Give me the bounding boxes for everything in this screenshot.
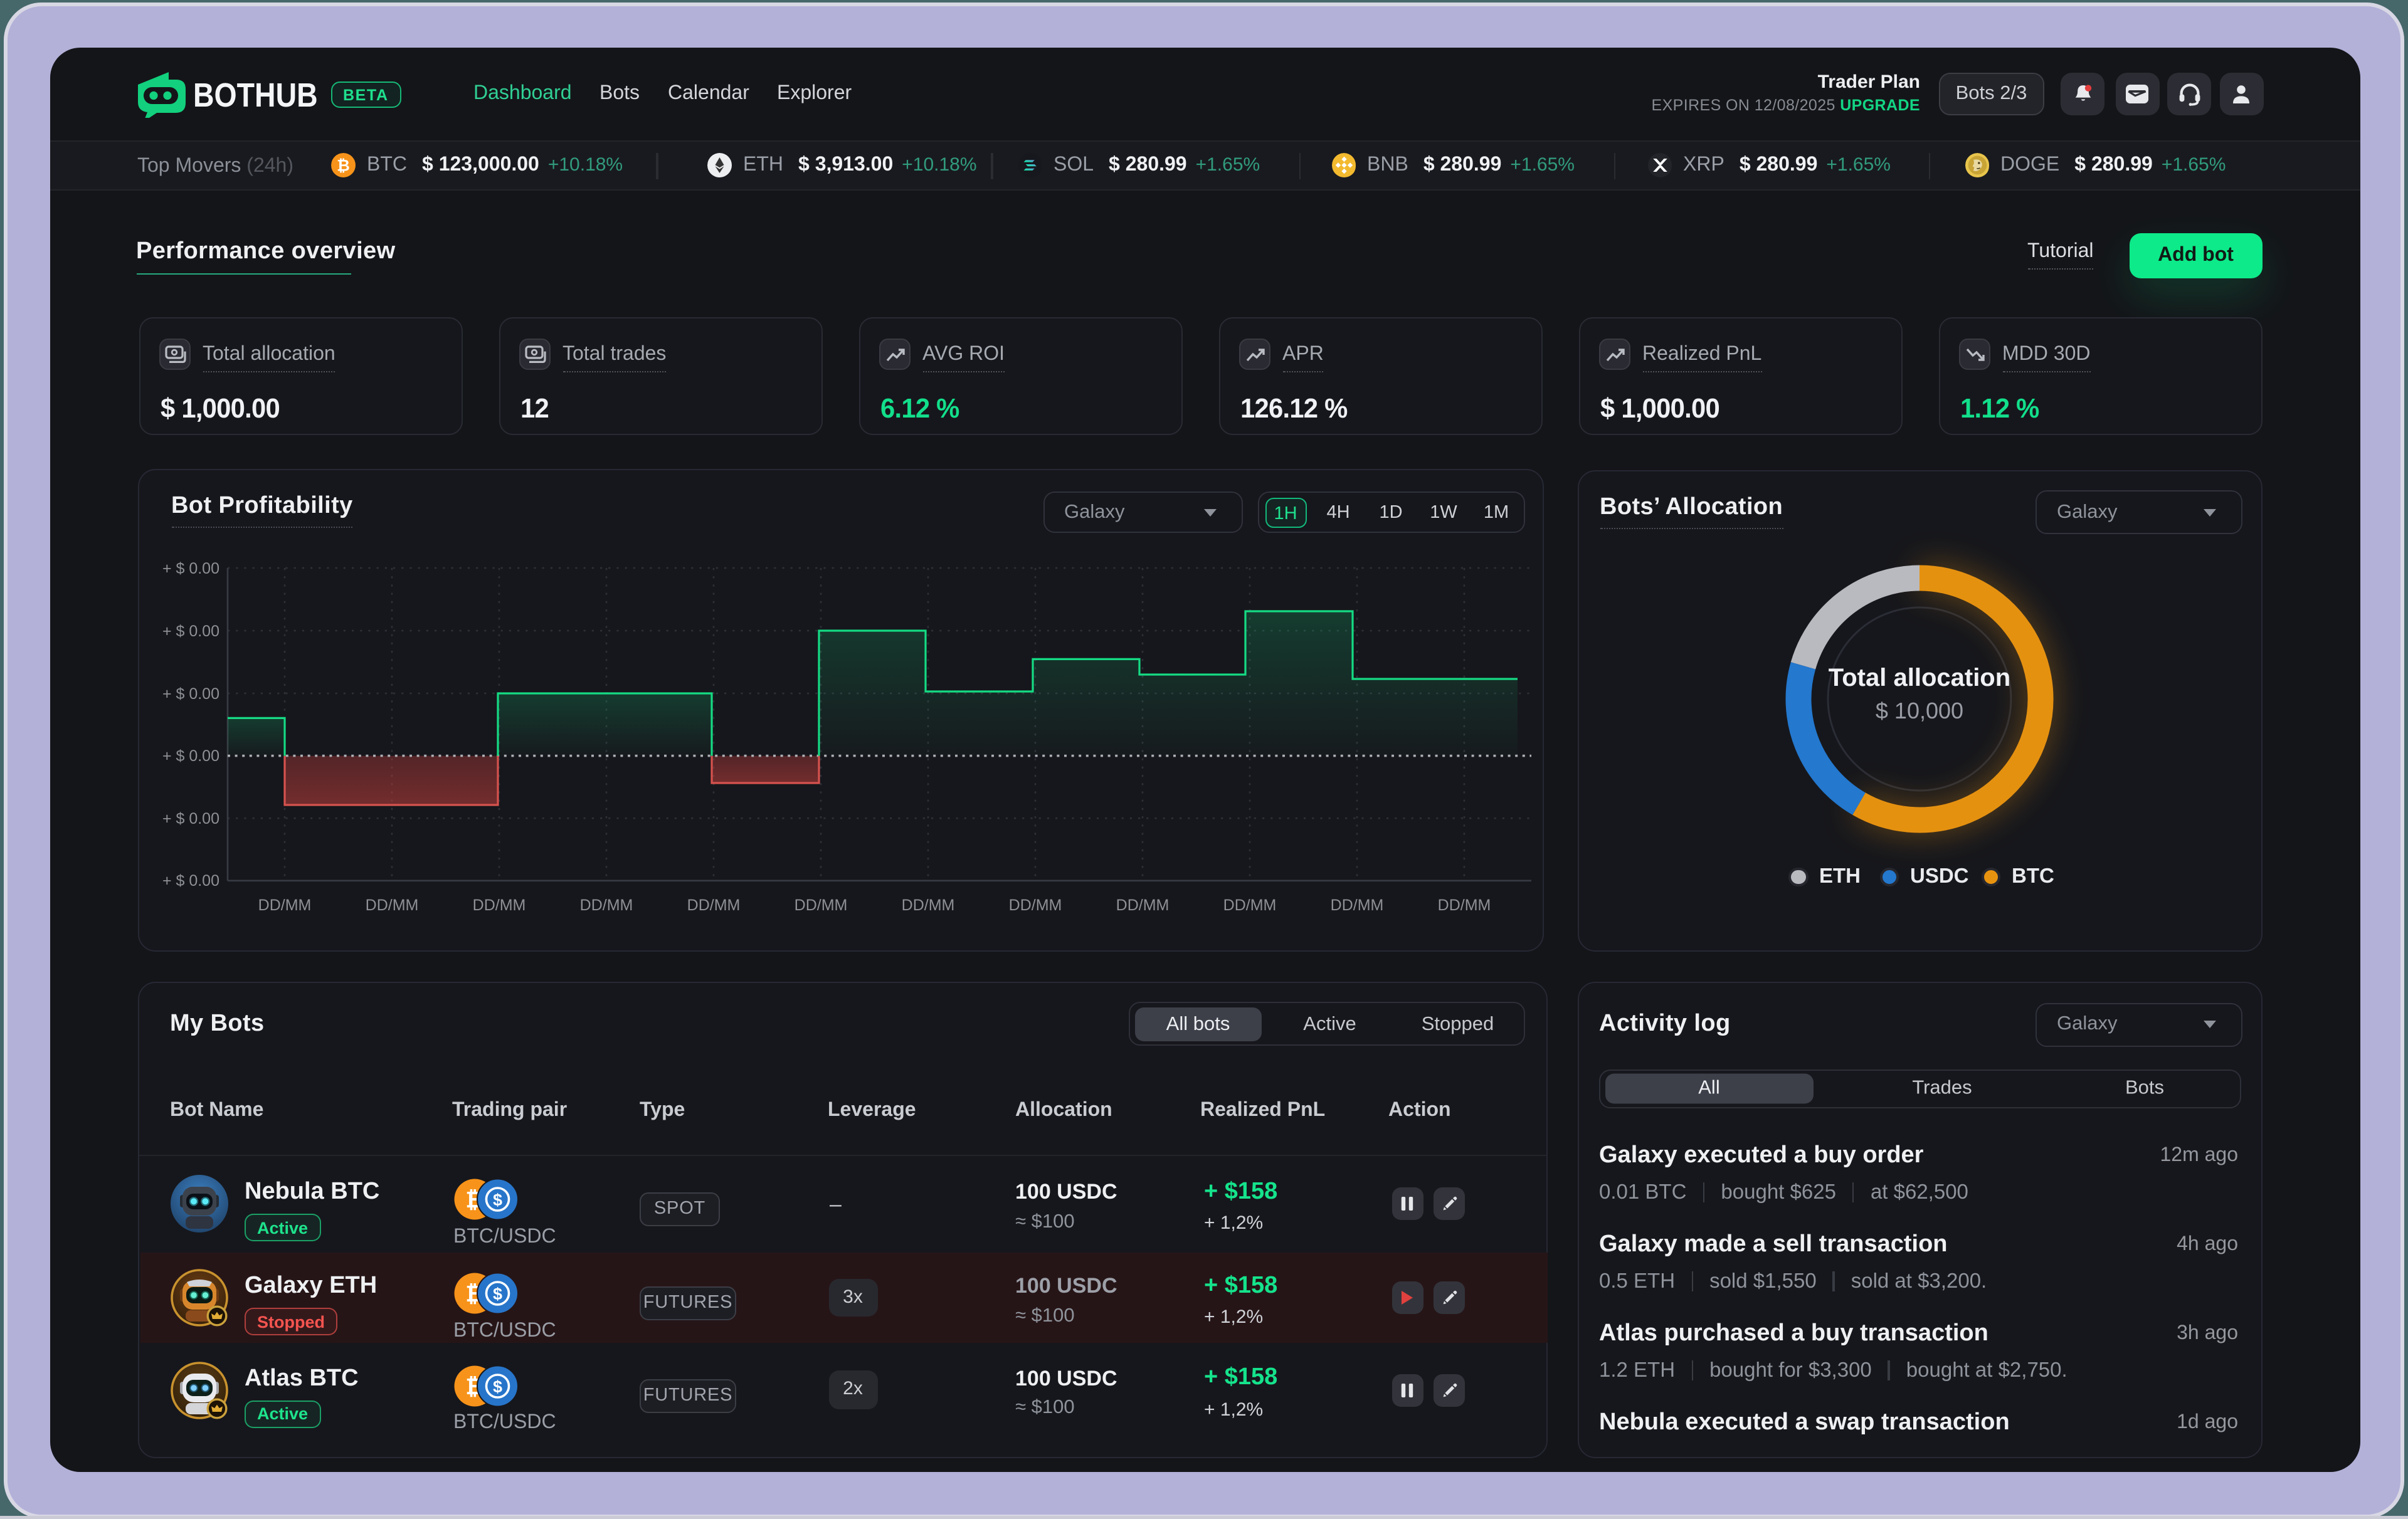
svg-text:+ $ 0.00: + $ 0.00	[162, 810, 219, 828]
svg-text:DD/MM: DD/MM	[1116, 896, 1170, 914]
svg-text:DD/MM: DD/MM	[795, 896, 848, 914]
svg-text:DD/MM: DD/MM	[258, 896, 312, 914]
svg-text:DD/MM: DD/MM	[902, 896, 955, 914]
svg-text:DD/MM: DD/MM	[1009, 896, 1062, 914]
svg-text:$: $	[492, 1285, 502, 1303]
svg-text:+ $ 0.00: + $ 0.00	[162, 560, 219, 577]
svg-text:$: $	[492, 1377, 502, 1395]
svg-text:DD/MM: DD/MM	[366, 896, 419, 914]
svg-text:+ $ 0.00: + $ 0.00	[162, 747, 219, 765]
svg-text:+ $ 0.00: + $ 0.00	[162, 872, 219, 890]
svg-text:DD/MM: DD/MM	[580, 896, 633, 914]
svg-text:₿: ₿	[337, 157, 350, 174]
svg-text:DD/MM: DD/MM	[1223, 896, 1277, 914]
svg-text:DD/MM: DD/MM	[1438, 896, 1491, 914]
svg-text:DD/MM: DD/MM	[473, 896, 526, 914]
svg-text:+ $ 0.00: + $ 0.00	[162, 623, 219, 640]
svg-text:DD/MM: DD/MM	[1331, 896, 1384, 914]
svg-text:+ $ 0.00: + $ 0.00	[162, 685, 219, 703]
svg-text:$: $	[492, 1190, 502, 1209]
svg-text:DD/MM: DD/MM	[687, 896, 741, 914]
